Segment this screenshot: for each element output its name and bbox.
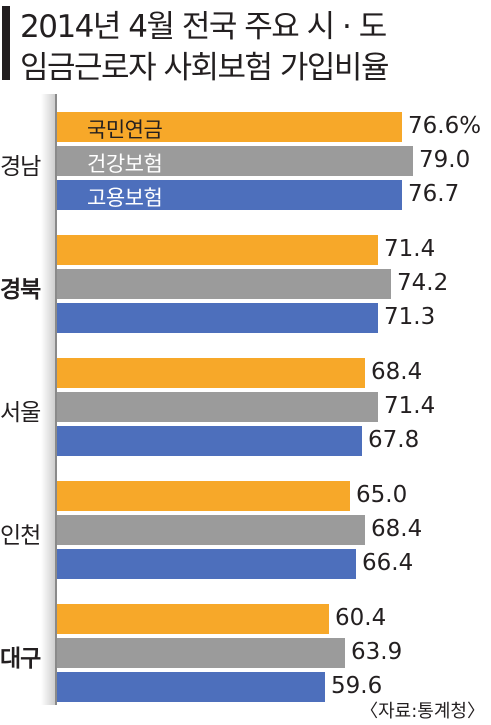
data-label: 79.0 xyxy=(419,147,471,173)
title-line-1: 2014년 4월 전국 주요 시 · 도 xyxy=(20,9,387,45)
bar xyxy=(57,672,325,702)
axis-shadow xyxy=(41,94,57,705)
data-label: 71.4 xyxy=(384,236,436,262)
bar xyxy=(57,515,365,545)
data-label: 76.7 xyxy=(408,181,460,207)
bar xyxy=(57,269,391,299)
chart-title: 2014년 4월 전국 주요 시 · 도 임금근로자 사회보험 가입비율 xyxy=(0,0,491,86)
bar xyxy=(57,358,365,388)
data-label: 71.4 xyxy=(384,393,436,419)
category-label: 서울 xyxy=(0,400,41,426)
data-label: 65.0 xyxy=(356,482,408,508)
data-label: 59.6 xyxy=(331,673,383,699)
category-label: 대구 xyxy=(0,646,41,672)
bar xyxy=(57,481,350,511)
bar xyxy=(57,146,413,176)
bar xyxy=(57,604,329,634)
data-label: 66.4 xyxy=(362,550,414,576)
category-label: 경북 xyxy=(0,277,41,303)
bar xyxy=(57,235,378,265)
bar xyxy=(57,549,356,579)
bar xyxy=(57,392,378,422)
category-label: 경남 xyxy=(0,154,41,180)
data-label: 76.6% xyxy=(408,113,482,139)
legend-entry: 국민연금 xyxy=(87,118,163,142)
bar xyxy=(57,426,362,456)
source-note: 〈자료:통계청〉 xyxy=(360,701,485,722)
bar xyxy=(57,180,402,210)
title-line-2: 임금근로자 사회보험 가입비율 xyxy=(20,50,389,86)
legend-entry: 고용보험 xyxy=(87,186,163,210)
data-label: 63.9 xyxy=(351,639,403,665)
category-label: 인천 xyxy=(0,523,41,549)
bar xyxy=(57,303,378,333)
bar xyxy=(57,638,345,668)
data-label: 68.4 xyxy=(371,359,423,385)
legend-entry: 건강보험 xyxy=(87,152,163,176)
y-axis-line xyxy=(55,94,57,705)
data-label: 74.2 xyxy=(397,270,449,296)
data-label: 67.8 xyxy=(368,427,420,453)
data-label: 68.4 xyxy=(371,516,423,542)
bar xyxy=(57,112,402,142)
data-label: 60.4 xyxy=(335,605,387,631)
data-label: 71.3 xyxy=(384,304,436,330)
title-accent-bar xyxy=(2,6,10,80)
